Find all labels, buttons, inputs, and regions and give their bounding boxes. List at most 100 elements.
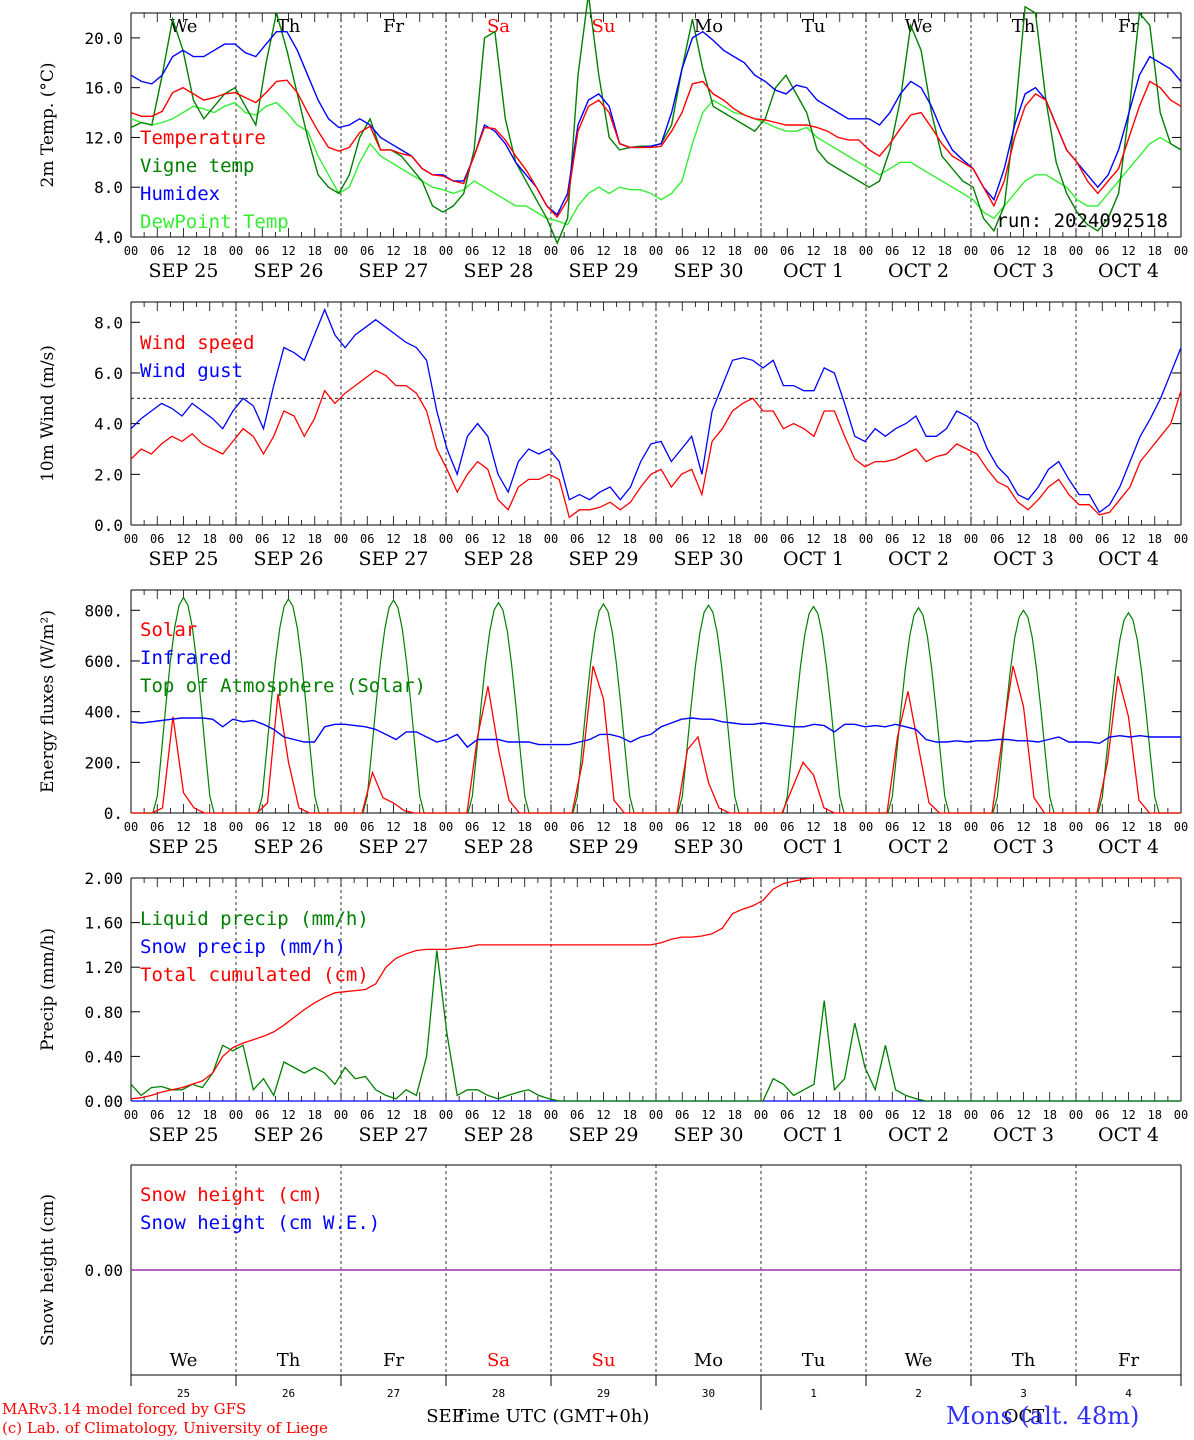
- x-hour-tick-label: 18: [938, 1108, 952, 1122]
- energy-panel: Energy fluxes (W/m²) 0. 200. 400. 600. 800. 00…: [38, 589, 1188, 858]
- x-hour-tick-label: 06: [255, 244, 269, 258]
- x-hour-tick-label: 06: [465, 244, 479, 258]
- weekday-label: Mo: [694, 1350, 723, 1371]
- x-date-label: OCT 1: [783, 1124, 844, 1146]
- x-hour-tick-label: 12: [386, 244, 400, 258]
- y-tick-label: 4.0: [94, 228, 123, 247]
- month-label-oct: OCT: [1004, 1406, 1045, 1427]
- x-hour-tick-label: 00: [649, 1108, 663, 1122]
- series-line-liquid-precip-mm-h-: [130, 950, 1181, 1102]
- x-date-label: OCT 4: [1098, 548, 1159, 570]
- x-hour-tick-label: 00: [754, 532, 768, 546]
- x-hour-tick-label: 00: [544, 532, 558, 546]
- x-hour-tick-label: 06: [1095, 244, 1109, 258]
- x-hour-tick-label: 06: [465, 1108, 479, 1122]
- x-hour-tick-label: 12: [1016, 820, 1030, 834]
- x-hour-tick-label: 00: [334, 244, 348, 258]
- y-axis-label: 10m Wind (m/s): [38, 345, 58, 482]
- y-tick-label: 2.0: [94, 465, 123, 484]
- x-hour-tick-label: 18: [833, 532, 847, 546]
- x-hour-tick-label: 12: [176, 532, 190, 546]
- x-hour-tick-label: 18: [938, 532, 952, 546]
- x-hour-tick-label: 06: [150, 244, 164, 258]
- x-hour-tick-label: 12: [701, 1108, 715, 1122]
- x-date-label: OCT 3: [993, 1124, 1054, 1146]
- y-tick-label: 2.00: [84, 869, 123, 888]
- x-date-label: OCT 1: [783, 548, 844, 570]
- day-number-label: 1: [810, 1387, 817, 1400]
- x-hour-tick-label: 12: [911, 1108, 925, 1122]
- series-line-wind-speed: [130, 369, 1182, 519]
- x-hour-tick-label: 12: [491, 532, 505, 546]
- x-date-label: OCT 4: [1098, 1124, 1159, 1146]
- x-date-label: SEP 27: [359, 1124, 429, 1146]
- x-hour-tick-label: 12: [281, 244, 295, 258]
- y-tick-label: 200.: [84, 753, 123, 772]
- day-number-label: 27: [387, 1387, 400, 1400]
- y-tick-label: 800.: [84, 601, 123, 620]
- x-hour-tick-label: 00: [1069, 532, 1083, 546]
- run-label: run: 2024092518: [996, 210, 1168, 232]
- x-hour-tick-label: 18: [623, 244, 637, 258]
- day-number-label: 25: [177, 1387, 190, 1400]
- x-hour-tick-label: 00: [859, 244, 873, 258]
- wind-panel: 10m Wind (m/s) 0.0 2.0 4.0 6.0 8.0 00 06 12 18 00 0…: [38, 301, 1188, 570]
- x-hour-tick-label: 00: [544, 244, 558, 258]
- x-hour-tick-label: 06: [780, 820, 794, 834]
- weekday-label: We: [170, 1350, 198, 1371]
- x-hour-tick-label: 00: [229, 1108, 243, 1122]
- x-hour-tick-label: 06: [1095, 1108, 1109, 1122]
- x-hour-tick-label: 12: [1121, 244, 1135, 258]
- x-date-label: SEP 25: [149, 1124, 219, 1146]
- y-axis-label: Snow height (cm): [38, 1194, 58, 1346]
- x-hour-tick-label: 18: [728, 820, 742, 834]
- x-hour-tick-label: 00: [1174, 1108, 1188, 1122]
- x-hour-tick-label: 06: [990, 1108, 1004, 1122]
- x-date-label: OCT 4: [1098, 260, 1159, 282]
- weekday-label: Fr: [383, 16, 404, 37]
- x-hour-tick-label: 06: [885, 820, 899, 834]
- x-hour-tick-label: 12: [596, 244, 610, 258]
- x-hour-tick-label: 00: [439, 532, 453, 546]
- x-hour-tick-label: 00: [124, 532, 138, 546]
- x-hour-tick-label: 18: [833, 244, 847, 258]
- x-date-label: SEP 26: [254, 548, 324, 570]
- x-hour-tick-label: 00: [754, 1108, 768, 1122]
- x-hour-tick-label: 18: [203, 244, 217, 258]
- day-number-label: 30: [702, 1387, 715, 1400]
- month-label-sep: SEP: [426, 1406, 464, 1427]
- y-axis-label: Precip (mm/h): [38, 928, 58, 1051]
- x-hour-tick-label: 12: [1121, 1108, 1135, 1122]
- x-hour-tick-label: 18: [518, 1108, 532, 1122]
- series-line-wind-gust: [130, 307, 1182, 514]
- weekday-label: Th: [277, 1350, 301, 1371]
- y-tick-label: 400.: [84, 703, 123, 722]
- weekday-label: Tu: [802, 16, 826, 37]
- x-hour-tick-label: 06: [570, 820, 584, 834]
- x-date-label: SEP 30: [674, 836, 744, 858]
- x-date-label: OCT 4: [1098, 836, 1159, 858]
- x-date-label: OCT 3: [993, 260, 1054, 282]
- weekday-label: Su: [592, 16, 616, 37]
- x-hour-tick-label: 18: [1148, 1108, 1162, 1122]
- x-hour-tick-label: 06: [1095, 532, 1109, 546]
- x-hour-tick-label: 06: [570, 1108, 584, 1122]
- x-hour-tick-label: 06: [465, 820, 479, 834]
- y-tick-label: 8.0: [94, 313, 123, 332]
- x-hour-tick-label: 06: [360, 1108, 374, 1122]
- x-hour-tick-label: 00: [124, 244, 138, 258]
- legend-entry: DewPoint Temp: [140, 211, 289, 233]
- x-hour-tick-label: 06: [150, 1108, 164, 1122]
- x-hour-tick-label: 12: [491, 244, 505, 258]
- x-hour-tick-label: 12: [806, 244, 820, 258]
- day-number-label: 26: [282, 1387, 295, 1400]
- weekday-label: We: [905, 1350, 933, 1371]
- x-hour-tick-label: 00: [544, 820, 558, 834]
- x-hour-tick-label: 06: [255, 820, 269, 834]
- legend-entry: Snow height (cm): [140, 1184, 323, 1206]
- x-date-label: SEP 29: [569, 548, 639, 570]
- x-hour-tick-label: 00: [649, 244, 663, 258]
- legend-entry: Liquid precip (mm/h): [140, 908, 369, 930]
- x-hour-tick-label: 12: [596, 820, 610, 834]
- x-hour-tick-label: 06: [885, 532, 899, 546]
